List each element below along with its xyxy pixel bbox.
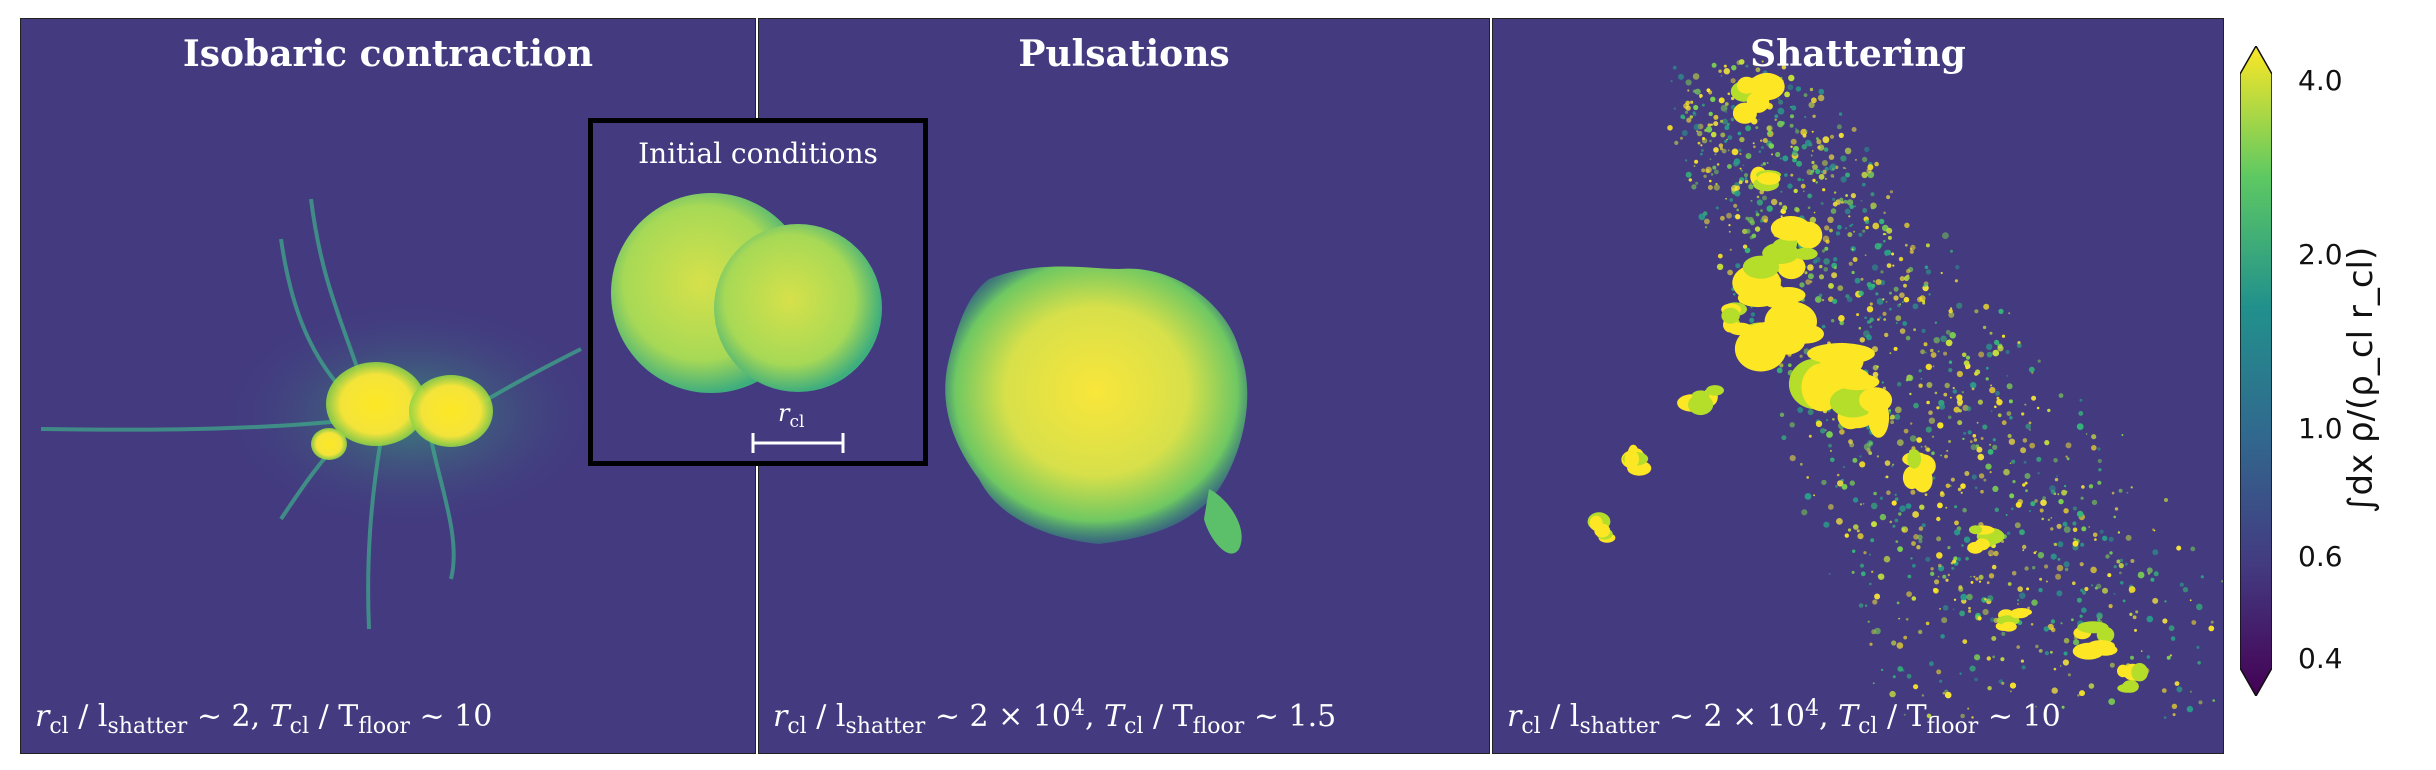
- colorbar: [2239, 44, 2280, 698]
- colorbar-tick: 1.0: [2298, 412, 2343, 445]
- density-field-pulsations: [945, 266, 1248, 554]
- panel-title: Shattering: [1750, 33, 1966, 75]
- colorbar-label: ∫dx ρ/(ρ_cl r_cl): [2341, 247, 2381, 513]
- density-field-isobaric: [40, 198, 611, 630]
- colorbar-tick: 0.4: [2298, 642, 2343, 675]
- colorbar-tick: 2.0: [2298, 238, 2343, 271]
- panel-parameters: rcl / lshatter ~ 2, Tcl / Tfloor ~ 10: [35, 699, 493, 739]
- inset-title: Initial conditions: [638, 137, 878, 170]
- density-field-shattering: [1587, 59, 2223, 719]
- panel-parameters: rcl / lshatter ~ 2 × 104, Tcl / Tfloor ~…: [1507, 696, 2061, 739]
- density-field-initial: [611, 193, 882, 453]
- panel-title: Pulsations: [1018, 33, 1230, 75]
- colorbar-gradient: [2239, 44, 2280, 698]
- panel-title: Isobaric contraction: [182, 33, 594, 75]
- inset-initial-conditions: Initial conditions rcl: [588, 118, 928, 466]
- colorbar-tick: 4.0: [2298, 64, 2343, 97]
- panel-shattering: Shattering rcl / lshatter ~ 2 × 104, Tcl…: [1492, 18, 2224, 754]
- colorbar-tick: 0.6: [2298, 540, 2343, 573]
- svg-text:∫dx ρ/(ρ_cl r_cl): ∫dx ρ/(ρ_cl r_cl): [2341, 247, 2381, 513]
- panel-parameters: rcl / lshatter ~ 2 × 104, Tcl / Tfloor ~…: [773, 696, 1337, 739]
- scalebar-label: rcl: [778, 399, 805, 432]
